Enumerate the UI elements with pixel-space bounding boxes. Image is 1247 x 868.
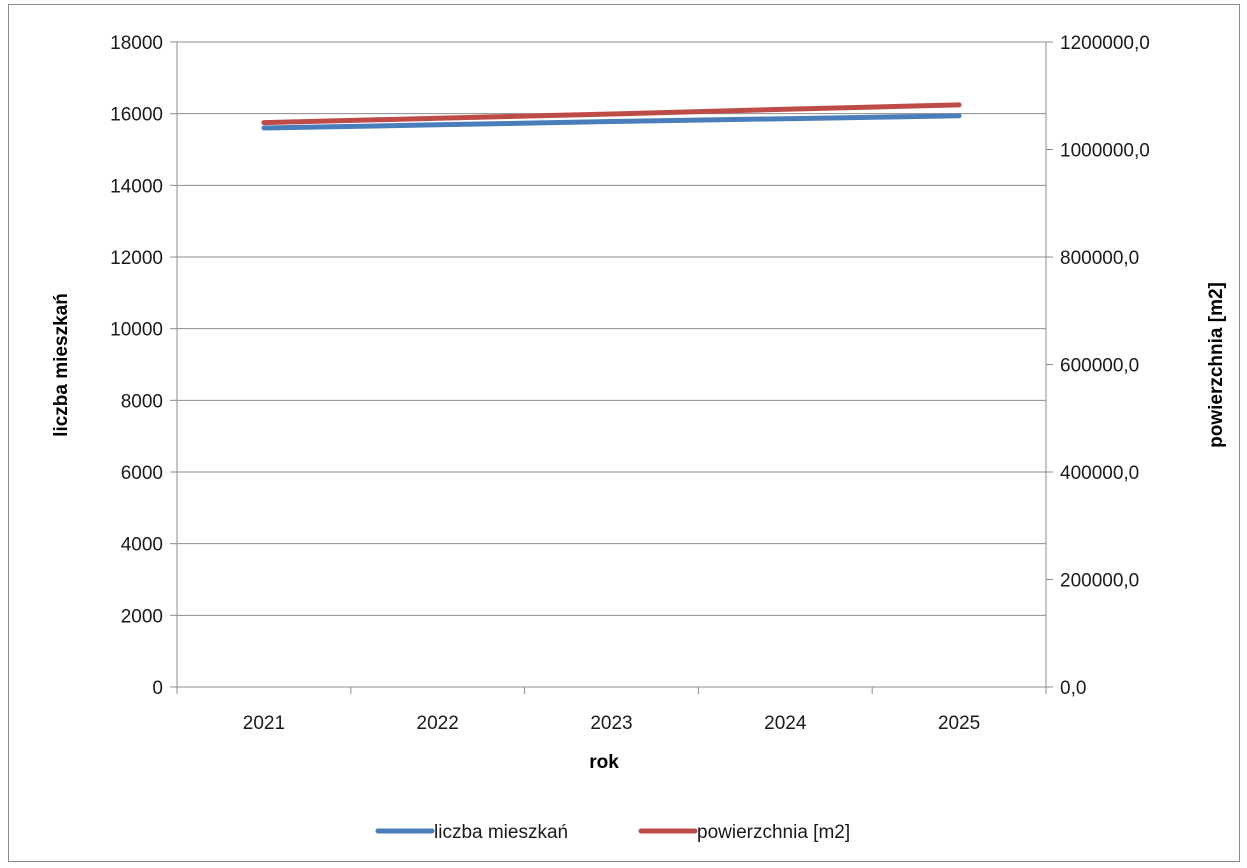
y-right-tick-label: 200000,0 [1060, 571, 1139, 592]
y-left-tick-label: 6000 [121, 463, 163, 484]
x-tick-label: 2023 [590, 713, 632, 734]
y-left-tick-label: 4000 [121, 535, 163, 556]
y-left-tick-label: 12000 [110, 248, 163, 269]
y-left-tick-label: 18000 [110, 33, 163, 54]
y-left-tick-label: 2000 [121, 606, 163, 627]
y-right-tick-label: 1000000,0 [1060, 141, 1150, 162]
x-tick-label: 2024 [764, 713, 807, 734]
y-right-tick-labels: 0,0 200000,0 400000,0 600000,0 800000,0 10000… [1046, 33, 1150, 699]
x-tick-labels: 2021 2022 2023 2024 2025 [176, 687, 1047, 734]
series-line-1 [261, 102, 962, 126]
y-left-tick-label: 16000 [110, 105, 163, 126]
x-tick-label: 2021 [243, 713, 285, 734]
series-lines [261, 102, 962, 131]
y-left-tick-label: 8000 [121, 391, 163, 412]
series-line-0 [261, 113, 962, 131]
legend-label-powierzchnia: powierzchnia [m2] [697, 822, 850, 843]
y-right-tick-label: 600000,0 [1060, 356, 1139, 377]
y-right-tick-label: 800000,0 [1060, 248, 1139, 269]
y-left-tick-labels: 0 2000 4000 6000 8000 10000 12000 14000 16000 180… [110, 33, 177, 699]
y-left-tick-label: 0 [152, 678, 163, 699]
chart-frame [8, 4, 1240, 862]
y-right-tick-label: 400000,0 [1060, 463, 1139, 484]
axes [176, 42, 1047, 688]
y-right-tick-label: 1200000,0 [1060, 33, 1150, 54]
y-left-tick-label: 14000 [110, 176, 163, 197]
gridlines [177, 41, 1046, 616]
x-tick-label: 2025 [938, 713, 980, 734]
legend-label-liczba-mieszkan: liczba mieszkań [434, 822, 568, 843]
legend: liczba mieszkań powierzchnia [m2] [375, 822, 850, 843]
x-axis-title: rok [589, 752, 619, 773]
y-axis-left-title: liczba mieszkań [51, 293, 72, 437]
y-left-tick-label: 10000 [110, 320, 163, 341]
y-right-tick-label: 0,0 [1060, 678, 1086, 699]
x-tick-label: 2022 [417, 713, 459, 734]
y-axis-right-title: powierzchnia [m2] [1206, 282, 1227, 448]
